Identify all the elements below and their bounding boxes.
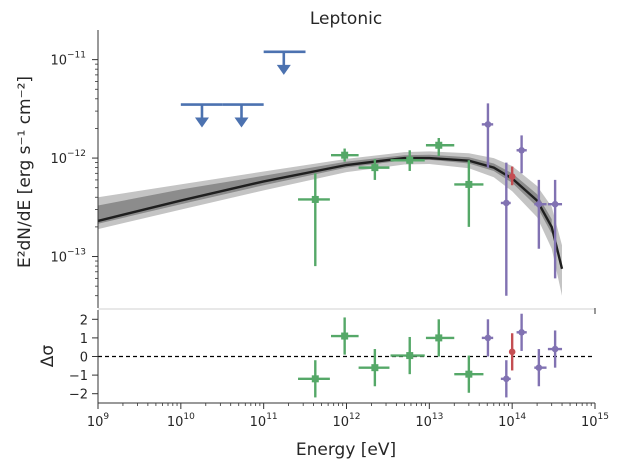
upper-limit: [180, 103, 223, 128]
sed-marker: [341, 151, 349, 159]
residual-y-tick-label: 0: [80, 351, 88, 366]
sed-point: [481, 103, 494, 168]
sed-y-tick-label: 10−12: [50, 149, 86, 167]
x-tick-label: 109: [87, 412, 110, 430]
residual-marker: [406, 352, 414, 360]
sed-marker: [311, 195, 319, 203]
residual-y-tick-label: −1: [69, 369, 88, 384]
residual-marker: [484, 334, 492, 342]
sed-marker: [508, 173, 516, 180]
residual-marker: [311, 375, 319, 383]
x-tick-label: 1013: [415, 412, 443, 430]
residual-marker: [551, 345, 559, 353]
residual-y-tick-label: −2: [69, 388, 88, 403]
upper-limit-arrow: [234, 117, 249, 128]
upper-limit-arrow: [194, 117, 209, 128]
x-tick-label: 1012: [333, 412, 361, 430]
residual-marker: [371, 364, 379, 372]
residual-y-tick-label: 2: [80, 313, 88, 328]
sed-point: [390, 150, 425, 171]
residual-y-tick-label: 1: [80, 332, 88, 347]
residual-point: [547, 330, 563, 368]
sed-marker: [435, 141, 443, 149]
sed-data-points: [298, 103, 563, 296]
residual-data-points: [298, 313, 563, 398]
sed-marker: [371, 164, 379, 172]
sed-panel: 10−11 10−12 10−13 E²dN/dE [erg s⁻¹ cm⁻²]: [15, 30, 596, 314]
sed-marker: [518, 146, 525, 154]
residual-marker: [435, 334, 443, 342]
residual-point: [481, 319, 494, 357]
sed-marker: [535, 200, 543, 208]
upper-limit: [263, 50, 306, 75]
sed-point: [547, 179, 563, 279]
sed-marker: [484, 121, 492, 128]
residual-point: [500, 360, 511, 398]
residual-y-axis-label: Δσ: [38, 345, 58, 368]
residual-marker: [503, 375, 510, 383]
sed-point: [508, 166, 516, 186]
sed-point: [298, 173, 330, 267]
x-tick-label: 1011: [250, 412, 278, 430]
sed-marker: [406, 156, 414, 164]
residual-point: [390, 336, 425, 375]
x-axis-label: Energy [eV]: [296, 440, 396, 460]
residual-point: [331, 317, 359, 355]
band-inner: [98, 154, 552, 234]
upper-limit-arrow: [276, 64, 291, 75]
sed-axes: 10−11 10−12 10−13: [50, 30, 596, 314]
sed-marker: [465, 180, 473, 188]
residual-point: [454, 355, 484, 393]
sed-y-tick-label: 10−13: [50, 248, 86, 266]
residual-marker: [518, 329, 525, 336]
residual-marker: [508, 348, 516, 356]
residual-marker: [341, 332, 349, 340]
residual-point: [358, 349, 390, 387]
residual-point: [534, 349, 547, 387]
residual-marker: [535, 364, 543, 371]
x-tick-label: 1014: [498, 412, 526, 430]
chart-title: Leptonic: [310, 9, 382, 29]
residual-point: [508, 333, 516, 371]
residual-panel: 2 1 0 −1 −2 109 1010 1011 1012 1013 1014 1015 Δσ En…: [38, 310, 609, 460]
sed-uncertainty-bands: [98, 151, 562, 296]
upper-limit: [222, 103, 264, 128]
sed-point: [331, 148, 359, 162]
x-tick-label: 1010: [167, 412, 195, 430]
sed-point: [500, 162, 511, 296]
sed-y-axis-label: E²dN/dE [erg s⁻¹ cm⁻²]: [15, 76, 35, 268]
sed-marker: [551, 200, 559, 208]
sed-point: [516, 135, 527, 174]
sed-point: [425, 137, 455, 156]
x-tick-label: 1015: [581, 412, 609, 430]
residual-axes: 2 1 0 −1 −2 109 1010 1011 1012 1013 1014 1015: [69, 310, 609, 430]
sed-upper-limits: [180, 50, 306, 128]
sed-y-tick-label: 10−11: [50, 51, 86, 69]
residual-point: [425, 319, 455, 357]
residual-marker: [465, 370, 473, 378]
residual-point: [298, 360, 330, 398]
residual-point: [516, 313, 527, 351]
sed-point: [454, 160, 484, 227]
sed-marker: [503, 199, 510, 207]
sed-point: [358, 158, 390, 180]
sed-point: [534, 179, 547, 249]
